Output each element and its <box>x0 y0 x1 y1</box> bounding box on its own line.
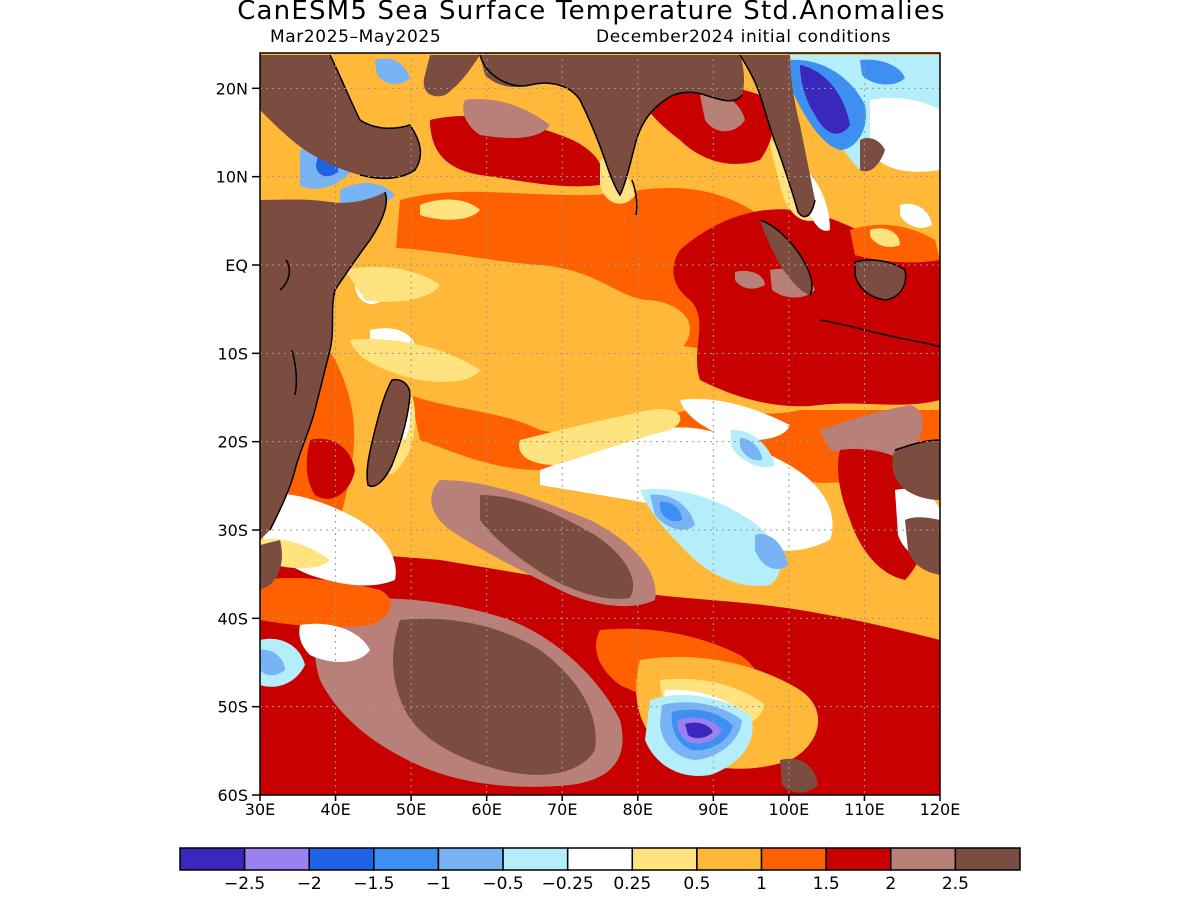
colorbar-label: 0.5 <box>683 874 710 894</box>
land-south-africa <box>260 540 282 590</box>
land-australia-south <box>905 517 940 575</box>
colorbar: −2.5 −2 −1.5 −1 −0.5 −0.25 0.25 0.5 1 1.5 2 2.5 <box>179 847 1021 894</box>
contour-yellow-eq <box>345 266 440 302</box>
colorbar-swatch <box>825 847 892 871</box>
contour-darkred-bay-of-bengal <box>640 85 774 164</box>
lat-tick-label: 40S <box>217 609 248 628</box>
colorbar-swatch <box>437 847 504 871</box>
land-australia <box>892 440 940 500</box>
land-masses <box>260 55 940 793</box>
lon-tick-label: 30E <box>245 800 275 819</box>
lon-tick-label: 120E <box>920 800 961 819</box>
colorbar-swatch <box>243 847 310 871</box>
contour-rosybrown-east-eq <box>735 270 765 289</box>
contour-white-borneo <box>900 203 932 228</box>
contour-yellow-subtropical <box>519 409 681 465</box>
initial-conditions-subtitle: December2024 initial conditions <box>596 27 892 47</box>
lon-tick-label: 100E <box>769 800 810 819</box>
lon-tick-label: 50E <box>396 800 426 819</box>
contour-brown-30s-west <box>480 495 634 599</box>
lat-tick-label: 50S <box>217 698 248 717</box>
land-borneo <box>855 260 906 300</box>
contour-brown-southern <box>393 618 596 775</box>
land-southern-ocean-patch <box>780 758 818 793</box>
contour-rosybrown-bob <box>700 93 745 132</box>
colorbar-label: 1.5 <box>813 874 840 894</box>
land-arabia <box>260 55 421 179</box>
plot-frame <box>259 52 941 796</box>
lon-tick-label: 70E <box>547 800 577 819</box>
graticule <box>260 53 940 795</box>
contour-white-scs <box>870 98 940 172</box>
contour-indigo-55s <box>685 722 713 739</box>
contour-darkblue-25s <box>660 501 682 522</box>
land-sumatra-strip <box>760 220 812 295</box>
contour-yellow-arabian <box>420 199 480 220</box>
land-iran <box>423 55 480 97</box>
lat-tick-label: 10S <box>217 344 248 363</box>
colorbar-swatch <box>631 847 698 871</box>
colorbar-label: 0.25 <box>613 874 651 894</box>
colorbar-label: −1 <box>426 874 451 894</box>
contour-blue-30s <box>755 534 788 570</box>
contour-darkred-arabian-coast <box>430 115 603 187</box>
contour-white-20s-east <box>680 399 790 441</box>
lon-tick-label: 110E <box>844 800 885 819</box>
colorbar-swatch <box>308 847 375 871</box>
colorbar-label: 2 <box>885 874 896 894</box>
colorbar-label: 2.5 <box>942 874 969 894</box>
contour-yellow-borneo-south <box>870 228 900 247</box>
contour-blue-red-sea <box>375 58 410 85</box>
contour-orange-southern-west <box>260 578 391 628</box>
contour-blue-45s-west <box>260 649 285 676</box>
lat-tick-label: 20S <box>217 433 248 452</box>
land-india <box>480 55 745 195</box>
lat-tick-label: 20N <box>216 79 248 98</box>
lon-tick-label: 60E <box>471 800 501 819</box>
season-subtitle: Mar2025–May2025 <box>270 27 442 47</box>
contour-blue-20s-east <box>740 438 762 461</box>
colorbar-swatch <box>502 847 569 871</box>
lat-tick-label: 60S <box>217 786 248 805</box>
lat-tick-label: EQ <box>225 256 248 275</box>
lon-tick-label: 80E <box>623 800 653 819</box>
lat-tick-label: 30S <box>217 521 248 540</box>
contour-indigo-gulf-thailand <box>800 65 850 134</box>
colorbar-swatch <box>890 847 957 871</box>
contour-rosybrown-east-margin <box>820 405 923 458</box>
lon-tick-label: 90E <box>698 800 728 819</box>
land-indochina <box>860 138 885 172</box>
land-madagascar <box>367 379 410 487</box>
colorbar-swatch <box>954 847 1021 871</box>
land-myanmar-thailand <box>740 55 815 217</box>
coastlines <box>269 54 940 531</box>
contour-blue-scs-north <box>860 59 905 85</box>
lat-tick-label: 10N <box>216 168 248 187</box>
colorbar-label: −1.5 <box>353 874 394 894</box>
contour-yellow-10s <box>350 339 480 382</box>
colorbar-swatch <box>696 847 763 871</box>
colorbar-label: −0.25 <box>542 874 594 894</box>
map-title: CanESM5 Sea Surface Temperature Std.Anom… <box>237 0 946 26</box>
colorbar-label: −2 <box>297 874 322 894</box>
colorbar-label: −2.5 <box>224 874 265 894</box>
colorbar-label: −0.5 <box>482 874 523 894</box>
colorbar-swatch <box>179 847 246 871</box>
contour-rosybrown-arabian <box>463 99 550 138</box>
colorbar-swatch <box>373 847 440 871</box>
lon-tick-label: 40E <box>320 800 350 819</box>
colorbar-label: 1 <box>756 874 767 894</box>
land-africa <box>260 192 387 540</box>
contour-white-40s-west <box>299 623 370 662</box>
colorbar-swatch <box>566 847 634 871</box>
contour-darkred-madagascar-west <box>306 438 355 499</box>
colorbar-swatch <box>760 847 827 871</box>
